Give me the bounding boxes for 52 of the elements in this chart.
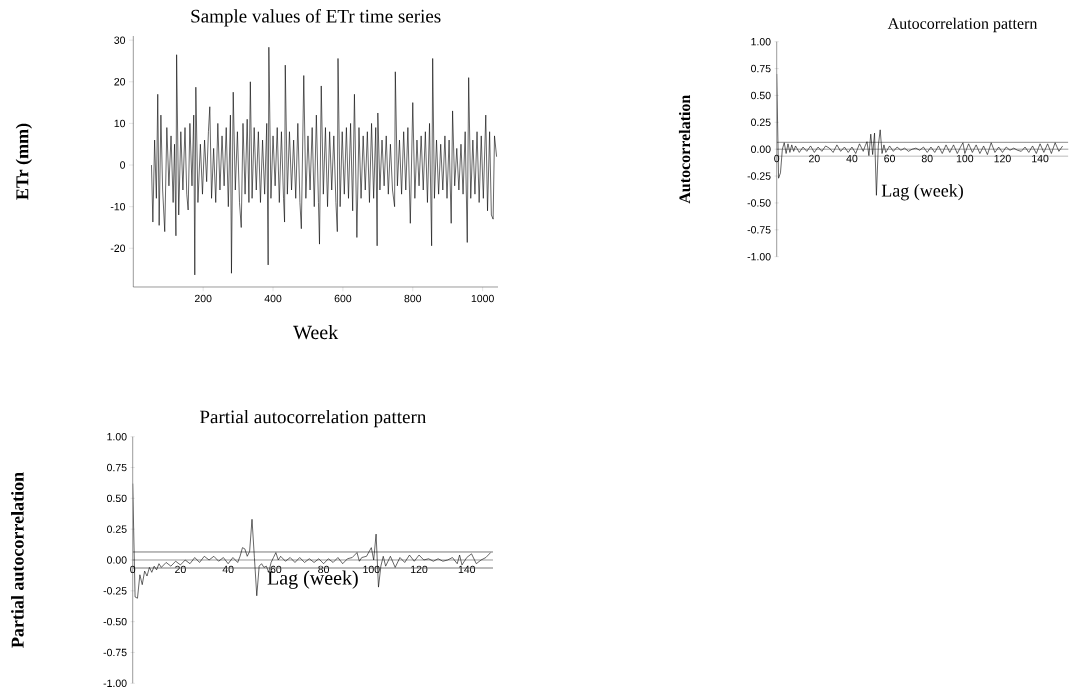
y-tick-label: 30 xyxy=(114,36,126,44)
y-tick-label: -20 xyxy=(110,244,126,252)
chart-title: Sample values of ETr time series xyxy=(191,8,441,27)
x-tick-label: 600 xyxy=(334,294,352,303)
x-tick-label: 100 xyxy=(363,565,380,573)
y-axis-title: Partial autocorrelation xyxy=(11,472,24,648)
y-tick-label: -0.75 xyxy=(747,225,771,234)
y-tick-label: 1.00 xyxy=(107,432,127,441)
x-tick-label: 80 xyxy=(921,154,933,163)
y-tick-label: 10 xyxy=(114,119,126,127)
y-tick-label: -0.25 xyxy=(747,172,771,180)
y-tick-label: 0.25 xyxy=(107,525,127,533)
x-axis-title: Lag (week) xyxy=(881,183,963,201)
y-tick-label: -0.50 xyxy=(103,617,127,626)
y-tick-label: -10 xyxy=(110,202,126,211)
x-tick-label: 1000 xyxy=(471,294,494,303)
x-tick-label: 40 xyxy=(846,154,858,163)
x-tick-label: 0 xyxy=(130,565,136,573)
y-tick-label: 0.75 xyxy=(751,64,771,73)
x-tick-label: 120 xyxy=(994,154,1011,163)
x-tick-label: 0 xyxy=(774,154,780,163)
chart-title: Autocorrelation pattern xyxy=(887,17,1038,32)
y-tick-label: 20 xyxy=(114,77,126,86)
x-tick-label: 20 xyxy=(175,565,186,573)
x-tick-label: 140 xyxy=(1032,154,1049,163)
chart-title: Partial autocorrelation pattern xyxy=(199,409,427,427)
x-tick-label: 60 xyxy=(884,154,896,163)
x-axis-title: Week xyxy=(293,324,339,340)
y-tick-label: 0 xyxy=(120,161,126,169)
y-tick-label: -1.00 xyxy=(103,679,127,687)
x-tick-label: 120 xyxy=(411,565,428,573)
y-tick-label: -0.75 xyxy=(103,648,127,657)
y-tick-label: -1.00 xyxy=(747,252,771,261)
x-tick-label: 400 xyxy=(264,294,282,303)
x-tick-label: 140 xyxy=(458,565,476,573)
y-tick-label: 1.00 xyxy=(751,37,771,46)
y-tick-label: -0.25 xyxy=(103,586,127,595)
y-axis-title: ETr (mm) xyxy=(15,123,33,200)
x-tick-label: 40 xyxy=(222,565,234,573)
y-tick-label: -0.50 xyxy=(747,199,771,207)
y-tick-label: 0.75 xyxy=(107,463,127,472)
y-axis-title: Autocorrelation xyxy=(678,94,691,204)
y-tick-label: 0.50 xyxy=(107,494,127,502)
y-tick-label: 0.00 xyxy=(107,556,127,564)
x-tick-label: 60 xyxy=(270,565,282,573)
y-tick-label: 0.25 xyxy=(751,118,771,126)
x-tick-label: 100 xyxy=(956,154,974,163)
x-tick-label: 20 xyxy=(809,154,820,163)
y-tick-label: 0.50 xyxy=(751,91,771,99)
y-tick-label: 0.00 xyxy=(751,145,771,153)
x-tick-label: 200 xyxy=(194,294,212,303)
x-tick-label: 800 xyxy=(404,294,422,303)
